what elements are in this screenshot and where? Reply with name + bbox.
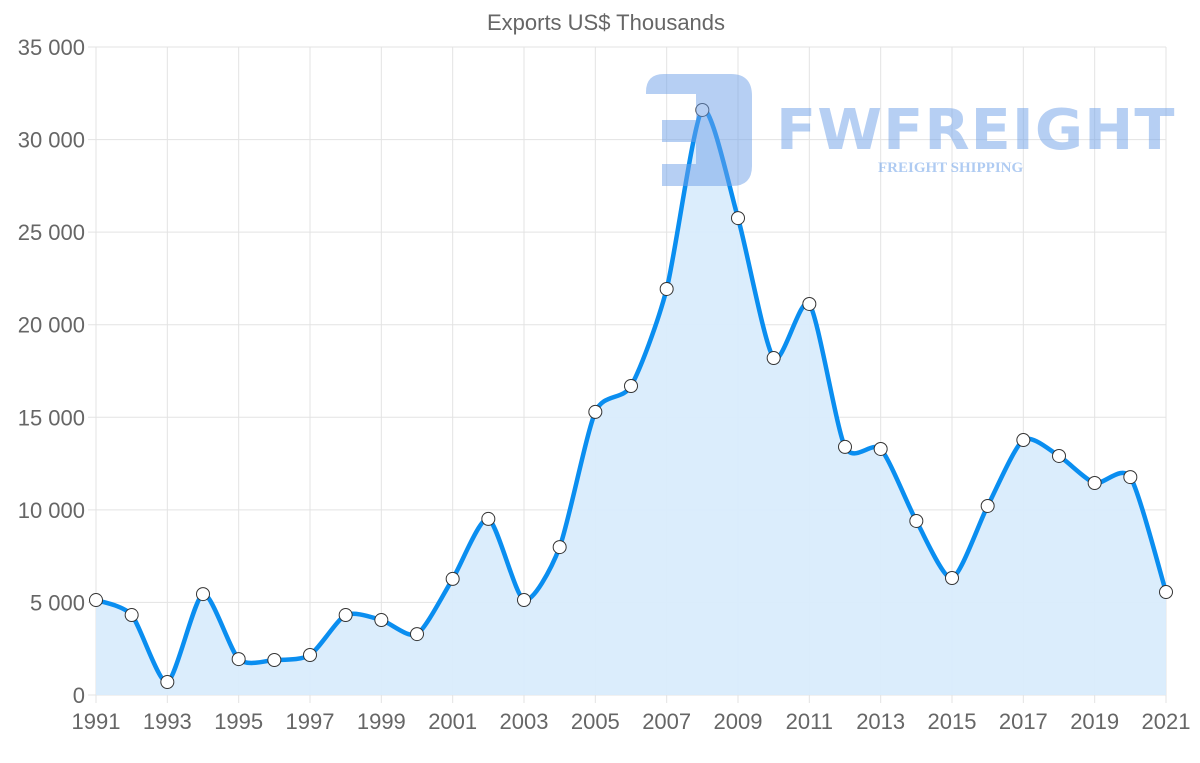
x-tick-label: 2021 <box>1142 709 1191 734</box>
area-fill-path <box>96 109 1166 695</box>
y-tick-label: 25 000 <box>18 220 85 245</box>
data-point <box>1052 448 1066 463</box>
y-tick-label: 20 000 <box>18 313 85 338</box>
data-point <box>517 593 531 608</box>
y-tick-label: 15 000 <box>18 405 85 430</box>
data-point <box>873 441 888 456</box>
data-point <box>659 281 674 296</box>
x-tick-label: 2001 <box>428 709 477 734</box>
data-point <box>909 513 924 528</box>
data-point <box>338 608 353 623</box>
x-tick-label: 2003 <box>500 709 549 734</box>
data-point <box>410 627 424 642</box>
data-point <box>624 378 638 393</box>
data-point <box>303 648 317 663</box>
data-point <box>374 613 389 628</box>
data-point <box>267 653 282 668</box>
x-tick-label: 1995 <box>214 709 263 734</box>
area-fill <box>95 107 1169 695</box>
y-tick-label: 5 000 <box>30 590 85 615</box>
data-point <box>731 211 745 226</box>
data-point <box>838 439 852 454</box>
y-tick-label: 30 000 <box>18 128 85 153</box>
x-tick-label: 1999 <box>357 709 406 734</box>
x-tick-label: 2015 <box>928 709 977 734</box>
x-tick-label: 1991 <box>72 709 121 734</box>
x-tick-label: 2019 <box>1070 709 1119 734</box>
data-point <box>552 540 567 555</box>
data-point <box>1159 585 1173 600</box>
x-tick-label: 1997 <box>286 709 335 734</box>
x-tick-label: 2013 <box>856 709 905 734</box>
x-tick-label: 1993 <box>143 709 192 734</box>
data-point <box>1123 470 1138 485</box>
data-point <box>588 404 603 419</box>
data-point <box>196 587 210 602</box>
data-point <box>1016 433 1031 448</box>
x-tick-label: 2009 <box>714 709 763 734</box>
y-tick-label: 10 000 <box>18 498 85 523</box>
x-tick-label: 2017 <box>999 709 1048 734</box>
data-point <box>231 652 246 667</box>
data-point <box>980 498 995 513</box>
y-tick-label: 35 000 <box>18 35 85 60</box>
chart-title: Exports US$ Thousands <box>487 10 725 35</box>
data-point <box>124 608 139 623</box>
data-point <box>802 296 817 311</box>
data-point <box>89 593 103 608</box>
data-point <box>481 511 496 526</box>
data-point <box>160 675 175 690</box>
axis-ticks: 0 5 000 10 000 15 000 20 000 25 000 30 000 35 0… <box>18 35 1191 734</box>
data-point <box>766 351 781 366</box>
data-point <box>1087 476 1102 491</box>
data-point <box>945 570 959 585</box>
data-point <box>445 571 460 586</box>
x-tick-label: 2011 <box>786 709 833 734</box>
x-tick-label: 2005 <box>571 709 620 734</box>
data-point <box>695 102 710 117</box>
x-tick-label: 2007 <box>642 709 691 734</box>
y-tick-label: 0 <box>73 683 85 708</box>
